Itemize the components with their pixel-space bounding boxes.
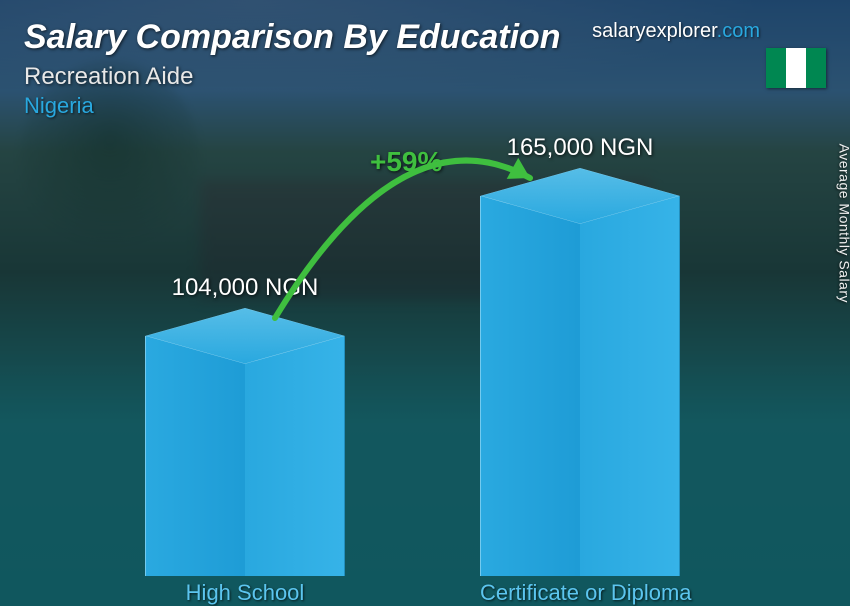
flag-icon: [766, 48, 826, 88]
brand-logo: salaryexplorer.com: [592, 20, 760, 43]
flag-stripe: [806, 48, 826, 88]
country-label: Nigeria: [24, 93, 826, 119]
brand-prefix: salaryexplorer: [592, 20, 717, 42]
job-subtitle: Recreation Aide: [24, 63, 826, 91]
flag-stripe: [766, 48, 786, 88]
brand-suffix: .com: [717, 20, 760, 42]
delta-arc-icon: [0, 136, 850, 576]
flag-stripe: [786, 48, 806, 88]
bar-chart: High School104,000 NGNCertificate or Dip…: [0, 136, 850, 576]
bar-label: Certificate or Diploma: [480, 580, 680, 606]
content-layer: Salary Comparison By Education Recreatio…: [0, 0, 850, 606]
bar-label: High School: [145, 580, 345, 606]
